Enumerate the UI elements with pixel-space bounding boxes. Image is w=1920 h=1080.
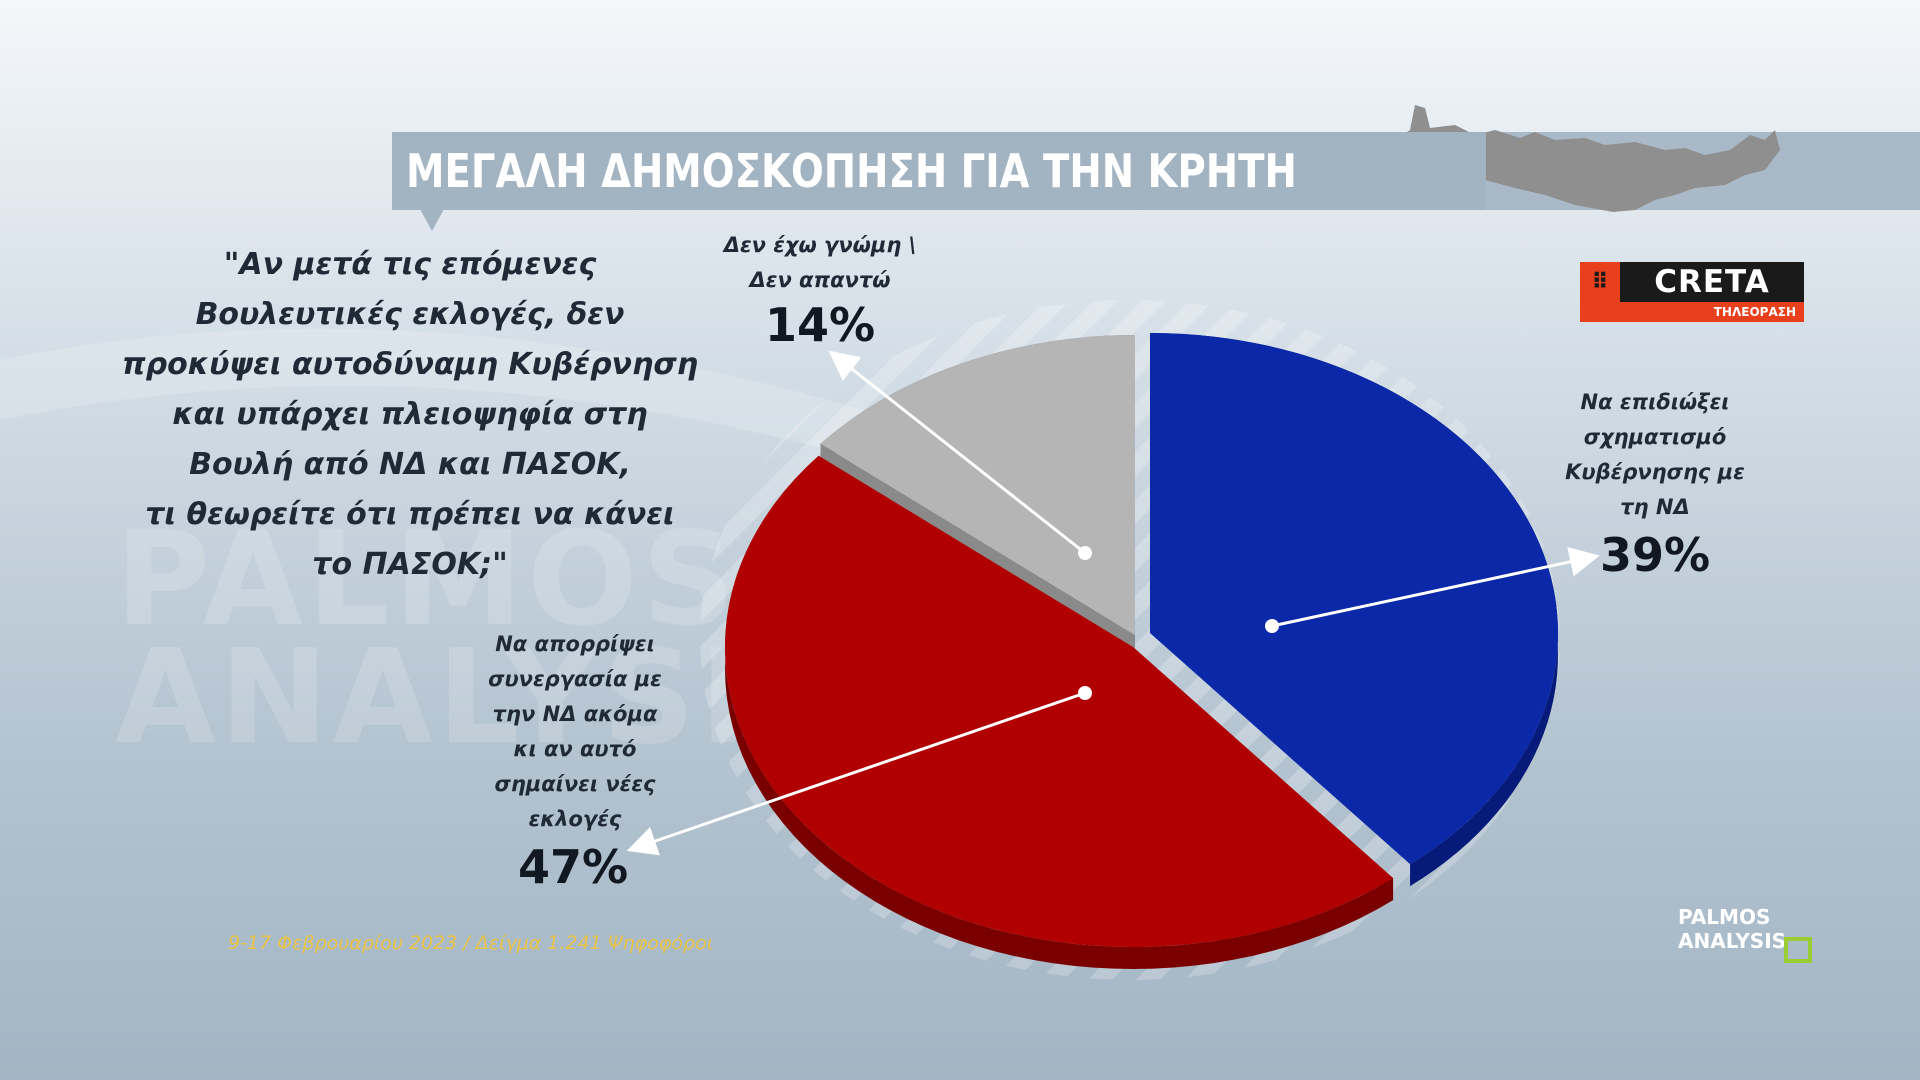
footer-note: 9-17 Φεβρουαρίου 2023 / Δείγμα 1.241 Ψηφ… <box>228 932 714 954</box>
slice-label-line: εκλογές <box>528 807 622 831</box>
slice-label-line: Κυβέρνησης με <box>1565 460 1745 484</box>
pointer-arrow-reject-dot <box>1078 686 1092 700</box>
question-line: Βουλή από ΝΔ και ΠΑΣΟΚ, <box>189 447 631 482</box>
slice-label-line: Να απορρίψει <box>495 632 655 656</box>
palmos-logo-line-1: PALMOS <box>1678 905 1771 929</box>
slice-label-line: την ΝΔ ακόμα <box>492 702 658 726</box>
creta-logo-name: CRETA <box>1654 264 1770 300</box>
question-line: Βουλευτικές εκλογές, δεν <box>195 297 625 332</box>
title-pointer <box>420 209 444 231</box>
slice-label-line: Να επιδιώξει <box>1580 390 1730 414</box>
slice-label-line: τη ΝΔ <box>1620 495 1690 519</box>
speech-bubble-icon <box>1784 937 1812 963</box>
creta-logo: ⠿ CRETA ΤΗΛΕΟΡΑΣΗ <box>1580 262 1804 322</box>
title-box: ΜΕΓΑΛΗ ΔΗΜΟΣΚΟΠΗΣΗ ΓΙΑ ΤΗΝ ΚΡΗΤΗ <box>392 132 1487 210</box>
slice-label-noopinion: Δεν έχω γνώμη \ Δεν απαντώ <box>680 228 960 298</box>
pointer-arrow-nd <box>1271 547 1600 628</box>
slice-label-line: Δεν απαντώ <box>749 268 891 292</box>
question-line: "Αν μετά τις επόμενες <box>223 247 597 282</box>
slice-value-nd: 39% <box>1599 528 1711 582</box>
question-line: τι θεωρείτε ότι πρέπει να κάνει <box>145 497 675 532</box>
watermark: PALMOS ANALYSIS <box>115 503 850 773</box>
page-title: ΜΕΓΑΛΗ ΔΗΜΟΣΚΟΠΗΣΗ ΓΙΑ ΤΗΝ ΚΡΗΤΗ <box>406 144 1297 198</box>
palmos-logo-line-2: ANALYSIS <box>1678 929 1787 953</box>
slice-label-reject: Να απορρίψει συνεργασία με την ΝΔ ακόμα … <box>440 627 710 837</box>
pie-slice-noopinion <box>820 335 1135 635</box>
pie-slice-reject-side <box>725 455 1394 969</box>
slice-label-line: Δεν έχω γνώμη \ <box>723 233 917 257</box>
crete-map-icon <box>1395 105 1780 212</box>
pie-slice-nd <box>1150 333 1559 865</box>
slice-label-line: σημαίνει νέες <box>494 772 656 796</box>
slice-label-nd: Να επιδιώξει σχηματισμό Κυβέρνησης με τη… <box>1520 385 1790 525</box>
creta-logo-sub: ΤΗΛΕΟΡΑΣΗ <box>1580 302 1804 322</box>
pointer-arrow-noopinion-dot <box>1078 546 1092 560</box>
slice-label-line: κι αν αυτό <box>513 737 637 761</box>
slice-label-line: σχηματισμό <box>1583 425 1727 449</box>
watermark-line-2: ANALYSIS <box>115 621 850 773</box>
slice-value-noopinion: 14% <box>764 298 876 352</box>
question-line: και υπάρχει πλειοψηφία στη <box>172 397 648 432</box>
creta-dots-icon: ⠿ <box>1580 262 1620 302</box>
question-line: το ΠΑΣΟΚ;" <box>312 547 508 582</box>
slice-label-line: συνεργασία με <box>488 667 662 691</box>
pointer-arrow-reject <box>626 691 1086 856</box>
question-text: "Αν μετά τις επόμενες Βουλευτικές εκλογέ… <box>95 240 725 590</box>
watermark-line-1: PALMOS <box>115 503 740 655</box>
pointer-arrow-nd-dot <box>1265 619 1279 633</box>
question-line: προκύψει αυτοδύναμη Κυβέρνηση <box>121 347 699 382</box>
pointer-arrow-noopinion <box>828 350 1086 555</box>
palmos-analysis-logo: PALMOS ANALYSIS <box>1678 905 1818 965</box>
slice-value-reject: 47% <box>517 840 629 894</box>
